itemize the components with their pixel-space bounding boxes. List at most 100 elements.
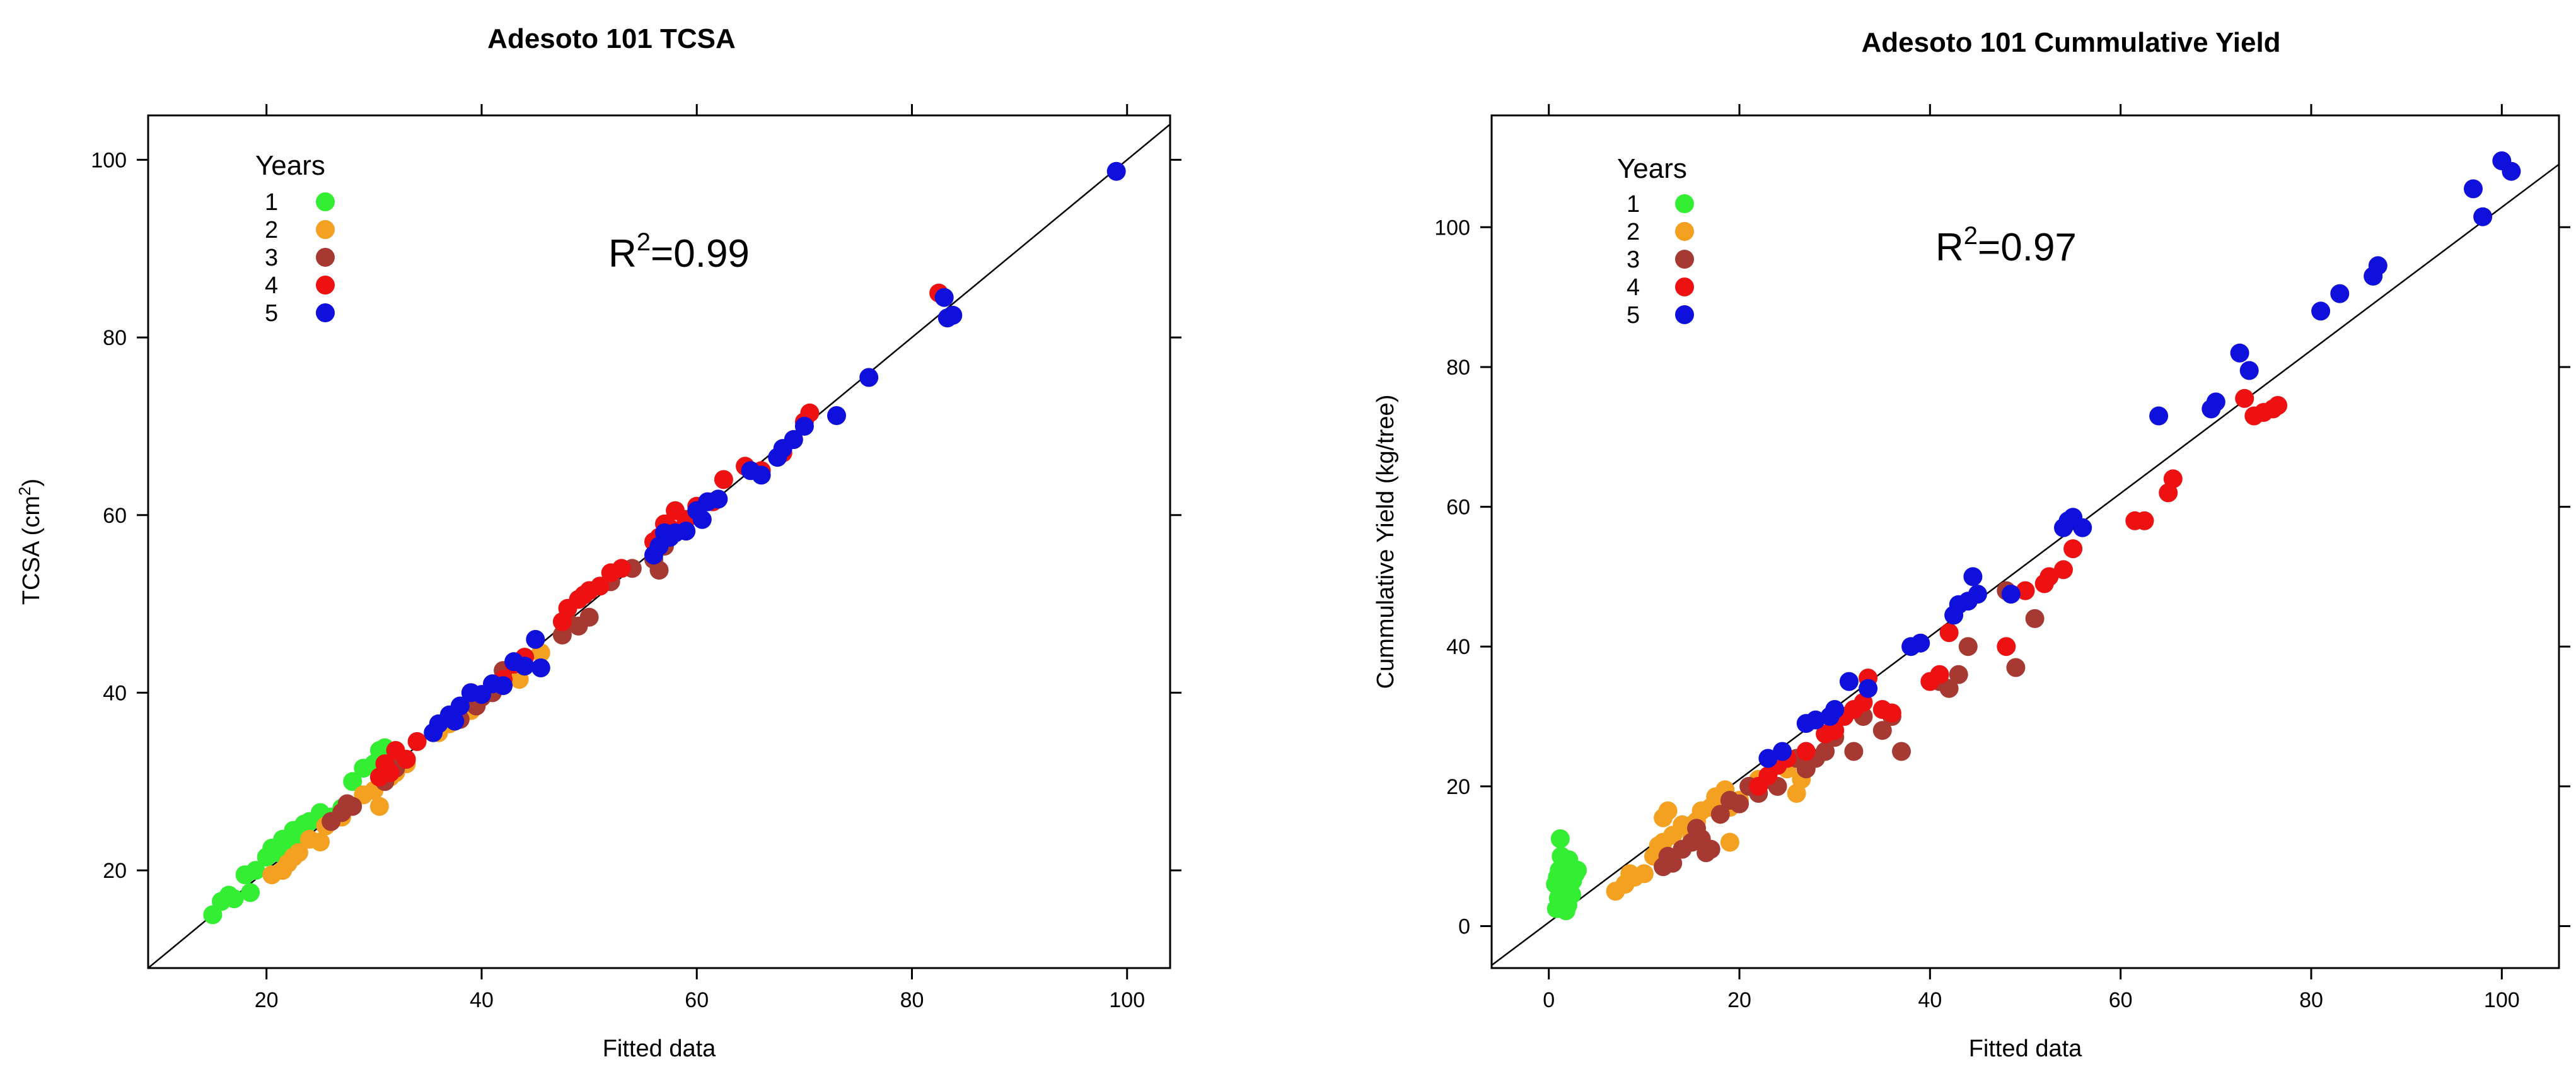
y-tick-label: 80	[1446, 356, 1470, 380]
legend-label: 2	[265, 217, 278, 243]
legend-marker	[1675, 277, 1694, 296]
data-point	[751, 465, 771, 485]
y-tick-label: 100	[1434, 216, 1470, 240]
legend-marker	[1675, 305, 1694, 324]
data-point	[2311, 301, 2331, 321]
data-point	[2239, 361, 2259, 380]
data-point	[1825, 700, 1845, 719]
data-point	[1892, 742, 1911, 761]
data-point	[1997, 637, 2016, 657]
legend-marker	[316, 248, 335, 267]
plot-frame	[1490, 114, 2560, 969]
data-point	[380, 763, 400, 783]
data-point	[1634, 864, 1654, 884]
x-tick-label: 20	[255, 988, 279, 1012]
legend-label: 1	[265, 189, 278, 216]
data-point	[531, 658, 550, 677]
data-point	[289, 843, 308, 862]
data-point	[1796, 742, 1816, 761]
data-point	[1701, 839, 1720, 859]
series-1	[1546, 829, 1587, 921]
plot-frame	[147, 114, 1171, 969]
data-point	[649, 561, 669, 580]
legend-marker	[316, 276, 335, 295]
data-point	[1939, 623, 1959, 643]
data-point	[1758, 749, 1778, 768]
data-point	[1658, 801, 1678, 820]
legend-label: 5	[1627, 302, 1640, 329]
data-point	[2268, 395, 2288, 415]
legend-label: 4	[1627, 274, 1640, 301]
y-axis-label: TCSA (cm2)	[15, 479, 45, 605]
data-point	[1106, 161, 1126, 181]
data-point	[1730, 794, 1749, 814]
y-axis-label: Cummulative Yield (kg/tree)	[1372, 395, 1399, 689]
data-point	[1859, 679, 1878, 698]
data-point	[784, 430, 803, 449]
data-point	[397, 750, 416, 769]
y-tick-label: 40	[103, 681, 127, 705]
legend-label: 5	[265, 300, 278, 327]
data-point	[450, 696, 470, 716]
x-axis-label: Fitted data	[1969, 1036, 2082, 1062]
data-point	[2206, 392, 2225, 412]
data-point	[2368, 256, 2387, 276]
data-point	[343, 772, 363, 791]
data-point	[2135, 511, 2154, 530]
data-point	[794, 416, 814, 436]
data-point	[369, 797, 389, 816]
data-point	[1839, 672, 1859, 691]
legend-marker	[316, 303, 335, 322]
legend-marker	[316, 220, 335, 239]
data-point	[2502, 161, 2521, 181]
data-point	[1554, 892, 1574, 911]
data-point	[943, 305, 963, 325]
data-point	[1930, 665, 1949, 684]
legend-label: 3	[1627, 247, 1640, 273]
legend-marker	[1675, 250, 1694, 269]
data-point	[2235, 388, 2254, 408]
x-tick-label: 80	[2299, 988, 2323, 1012]
data-point	[1663, 853, 1683, 873]
data-point	[224, 889, 244, 909]
data-point	[2025, 609, 2045, 628]
x-tick-label: 40	[470, 988, 494, 1012]
legend-marker	[1675, 194, 1694, 213]
data-point	[1939, 679, 1959, 698]
y-tick-label: 0	[1458, 915, 1470, 939]
series-5	[1758, 151, 2521, 768]
data-point	[1773, 742, 1792, 761]
chart-1: Adesoto 101 TCSA 20 40 60 80 100 20 40 60 80 100 Fi…	[15, 23, 1181, 1062]
data-point	[1968, 585, 1987, 604]
legend-title: Years	[1617, 153, 1687, 184]
data-point	[2016, 581, 2035, 600]
data-point	[934, 288, 954, 307]
plot-area	[148, 124, 1170, 968]
data-point	[2330, 284, 2350, 303]
data-point	[445, 711, 465, 731]
data-point	[709, 489, 728, 509]
data-point	[1546, 875, 1565, 894]
data-point	[2163, 469, 2183, 489]
data-point	[2063, 539, 2083, 559]
data-point	[1816, 742, 1835, 761]
legend-label: 3	[265, 245, 278, 271]
data-point	[2464, 179, 2483, 199]
data-point	[526, 629, 545, 649]
data-point	[1949, 665, 1968, 684]
data-point	[714, 470, 733, 489]
plot-area	[1492, 151, 2559, 966]
data-point	[692, 510, 712, 529]
data-point	[859, 368, 879, 387]
data-point	[1844, 742, 1864, 761]
legend-label: 2	[1627, 219, 1640, 245]
data-point	[343, 797, 363, 816]
y-tick-label: 20	[103, 859, 127, 883]
data-point	[2230, 343, 2249, 363]
legend-label: 1	[1627, 191, 1640, 218]
data-point	[1720, 832, 1739, 852]
